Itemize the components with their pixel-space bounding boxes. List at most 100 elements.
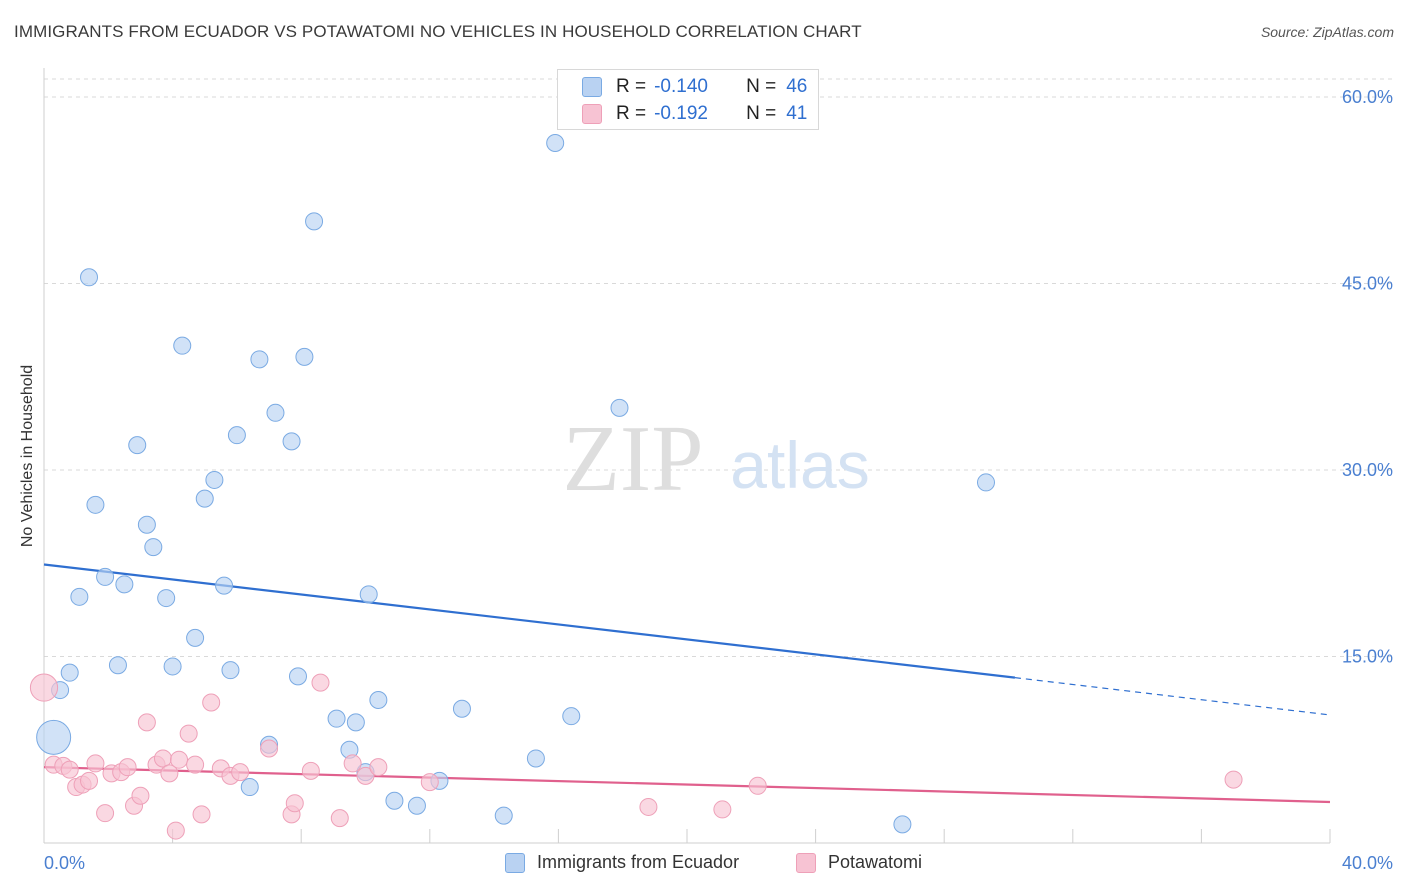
ecuador-point [346,713,365,732]
grid-layer [44,78,1392,657]
ecuador-point [359,585,378,604]
ecuador-point [494,806,513,825]
potawatomi-point [301,761,320,780]
potawatomi-point [330,809,349,828]
potawatomi-point [231,763,250,782]
potawatomi-point [1224,770,1243,789]
ecuador-point [173,336,192,355]
potawatomi-point [639,797,658,816]
y-tick-label: 45.0% [1342,274,1393,294]
legend-row-potawatomi: R = -0.192 N = 41 [582,101,807,127]
source-credit: Source: ZipAtlas.com [1260,24,1394,40]
potawatomi-swatch [582,104,602,124]
ecuador-point [157,589,176,608]
r-label: R = [616,76,647,97]
ecuador-point [369,691,388,710]
ecuador-legend-swatch [505,852,525,873]
ecuador-point [295,347,314,366]
potawatomi-point [166,821,185,840]
y-tick-label: 60.0% [1342,87,1393,107]
ecuador-point [526,749,545,768]
potawatomi-point [369,758,388,777]
ecuador-trendline [43,563,1016,679]
ecuador-point [288,667,307,686]
potawatomi-point [131,786,150,805]
ecuador-trendline-extension [1014,677,1331,716]
potawatomi-point [343,754,362,773]
legend-item-potawatomi: Potawatomi [796,852,922,873]
ecuador-point [96,567,115,586]
ecuador-point [240,778,259,797]
ecuador-point [976,473,995,492]
ecuador-point [546,134,565,153]
ecuador-point [266,403,285,422]
potawatomi-point [356,766,375,785]
potawatomi-point [137,713,156,732]
ecuador-point [186,628,205,647]
chart-title: IMMIGRANTS FROM ECUADOR VS POTAWATOMI NO… [14,22,862,41]
potawatomi-point [160,764,179,783]
potawatomi-point [420,773,439,792]
ecuador-point [305,212,324,231]
potawatomi-point [179,724,198,743]
ecuador-point [452,699,471,718]
watermark-atlas: atlas [730,428,869,502]
bottom-legend: Immigrants from Ecuador Potawatomi [0,852,1406,878]
potawatomi-point [748,776,767,795]
ecuador-point [108,656,127,675]
legend-row-ecuador: R = -0.140 N = 46 [582,74,807,100]
legend-label-potawatomi: Potawatomi [828,852,923,872]
potawatomi-point [202,693,221,712]
ecuador-point [80,268,99,287]
legend-item-ecuador: Immigrants from Ecuador [505,852,739,873]
ecuador-point [137,515,156,534]
ecuador-point [282,432,301,451]
potawatomi-point [29,673,59,702]
ecuador-point [115,575,134,594]
x-tick-label: 40.0% [1342,853,1393,873]
potawatomi-trendline [43,766,1331,804]
r-label: R = [616,103,647,124]
ecuador-point [163,657,182,676]
ecuador-point [250,350,269,369]
potawatomi-point [170,750,189,769]
potawatomi-point [192,805,211,824]
y-axis-label: No Vehicles in Household [19,364,36,548]
ecuador-point [610,398,629,417]
potawatomi-point [260,739,279,758]
potawatomi-point [86,754,105,773]
potawatomi-point [311,673,330,692]
ecuador-point [215,576,234,595]
n-value: 46 [786,76,808,97]
n-label: N = [746,103,777,124]
ecuador-point [60,663,79,682]
ecuador-point [221,661,240,680]
ecuador-point [562,707,581,726]
n-value: 41 [786,103,808,124]
potawatomi-point [713,800,732,819]
r-value: -0.192 [654,103,708,124]
correlation-legend: R = -0.140 N = 46 R = -0.192 N = 41 [557,69,819,130]
ecuador-point [205,470,224,489]
r-value: -0.140 [654,76,708,97]
ecuador-point [144,538,163,557]
ecuador-point [893,815,912,834]
potawatomi-point [118,758,137,777]
watermark-zip: ZIP [563,407,704,511]
axis-layer [43,68,1331,844]
potawatomi-point [60,760,79,779]
y-tick-label: 15.0% [1342,647,1393,667]
ecuador-point [36,719,72,755]
legend-label-ecuador: Immigrants from Ecuador [537,852,740,872]
ecuador-point [86,495,105,514]
tick-labels: 15.0% 30.0% 45.0% 60.0% 0.0% 40.0% [44,87,1393,873]
ecuador-point [385,791,404,810]
potawatomi-point [186,755,205,774]
y-tick-label: 30.0% [1342,460,1393,480]
ecuador-point [70,587,89,606]
ecuador-point [327,709,346,728]
ecuador-point [227,426,246,445]
potawatomi-point [96,804,115,823]
x-tick-label: 0.0% [44,853,85,873]
